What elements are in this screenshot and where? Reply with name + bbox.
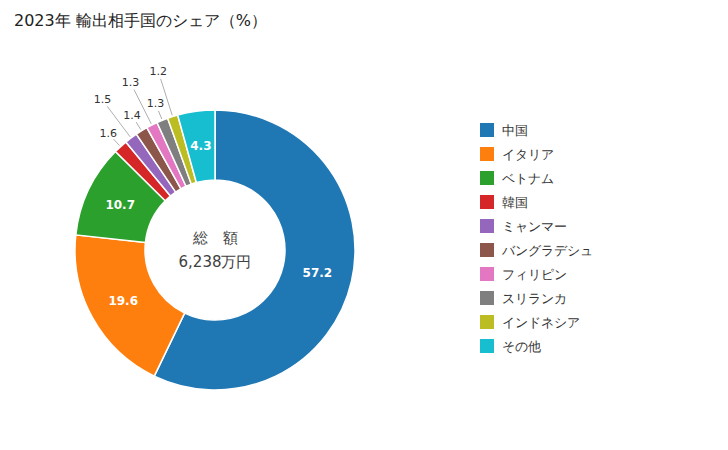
legend-item: 韓国 bbox=[480, 195, 528, 210]
slice bbox=[75, 235, 185, 376]
data-label: 57.2 bbox=[303, 266, 333, 280]
legend-label: ベトナム bbox=[502, 171, 554, 186]
center-text: 総 額 6,238万円 bbox=[179, 229, 252, 271]
slice bbox=[178, 110, 215, 183]
legend: 中国イタリアベトナム韓国ミャンマーバングラデシュフィリピンスリランカインドネシア… bbox=[480, 123, 593, 354]
chart: 2023年 輸出相手国のシェア（%） 57.2 19.6 10.7 1.6 1.5 1.4 1… bbox=[0, 0, 728, 450]
legend-item: スリランカ bbox=[480, 291, 567, 306]
plot bbox=[75, 110, 355, 390]
legend-swatch bbox=[480, 123, 494, 137]
legend-swatch bbox=[480, 171, 494, 185]
legend-swatch bbox=[480, 195, 494, 209]
legend-swatch bbox=[480, 339, 494, 353]
data-label: 1.6 bbox=[99, 127, 117, 140]
legend-label: ミャンマー bbox=[502, 219, 567, 234]
legend-swatch bbox=[480, 147, 494, 161]
data-label: 1.3 bbox=[147, 97, 165, 110]
legend-item: バングラデシュ bbox=[480, 243, 593, 258]
legend-label: インドネシア bbox=[502, 315, 580, 330]
annotation: 6,238万円 bbox=[179, 253, 252, 271]
data-labels: 57.2 19.6 10.7 1.6 1.5 1.4 1.3 1.3 1.2 4.3 bbox=[94, 65, 332, 308]
legend-swatch bbox=[480, 243, 494, 257]
legend-item: 中国 bbox=[480, 123, 528, 138]
legend-label: 中国 bbox=[502, 123, 528, 138]
data-label: 1.3 bbox=[122, 76, 140, 89]
data-label: 10.7 bbox=[105, 198, 135, 212]
annotation: 総 額 bbox=[192, 229, 238, 247]
legend-item: フィリピン bbox=[480, 267, 567, 282]
data-label: 1.4 bbox=[123, 109, 141, 122]
legend-swatch bbox=[480, 291, 494, 305]
title: 2023年 輸出相手国のシェア（%） bbox=[14, 11, 267, 30]
legend-label: バングラデシュ bbox=[501, 243, 593, 258]
legend-swatch bbox=[480, 219, 494, 233]
leader-line bbox=[136, 122, 141, 129]
legend-label: フィリピン bbox=[502, 267, 567, 282]
legend-item: その他 bbox=[480, 339, 541, 354]
legend-label: イタリア bbox=[502, 147, 554, 162]
leader-line bbox=[158, 111, 161, 119]
legend-label: スリランカ bbox=[502, 291, 567, 306]
legend-item: インドネシア bbox=[480, 315, 580, 330]
leader-line bbox=[161, 79, 173, 115]
data-label: 1.2 bbox=[149, 65, 167, 78]
slice bbox=[154, 110, 355, 390]
data-label: 4.3 bbox=[190, 139, 211, 153]
legend-swatch bbox=[480, 315, 494, 329]
legend-item: ベトナム bbox=[480, 171, 554, 186]
leader-line bbox=[114, 139, 120, 145]
legend-swatch bbox=[480, 267, 494, 281]
legend-label: 韓国 bbox=[502, 195, 528, 210]
legend-item: イタリア bbox=[480, 147, 554, 162]
data-label: 19.6 bbox=[108, 294, 138, 308]
data-label: 1.5 bbox=[94, 93, 112, 106]
legend-item: ミャンマー bbox=[480, 219, 567, 234]
legend-label: その他 bbox=[502, 339, 541, 354]
